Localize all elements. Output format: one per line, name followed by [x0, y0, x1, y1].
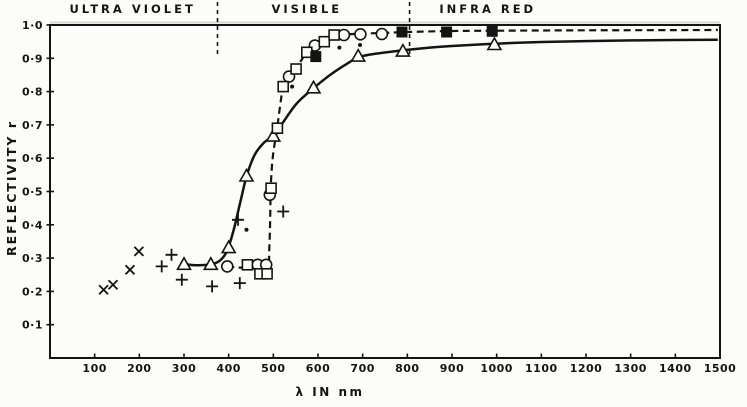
square-marker: [261, 267, 273, 280]
x-tick-label: 1100: [525, 362, 558, 375]
dot-marker: [358, 43, 362, 47]
triangle-marker: [202, 256, 219, 271]
circle-marker: [354, 27, 367, 41]
circle-marker: [375, 27, 389, 41]
x-marker: [98, 284, 109, 295]
square-marker: [241, 258, 254, 271]
solid-reflectivity-curve: [180, 38, 718, 267]
series-open-squares: [241, 29, 340, 280]
y-tick-label: 0·8: [22, 86, 43, 99]
x-tick-label: 1300: [614, 362, 647, 375]
x-tick-label: 1500: [704, 362, 737, 375]
region-label: VISIBLE: [271, 2, 342, 16]
triangle-marker: [220, 239, 237, 254]
series-small-dots: [244, 43, 362, 232]
triangle-marker: [305, 79, 322, 94]
x-marker: [107, 279, 119, 290]
plot-frame: [49, 21, 721, 359]
series-open-circles: [221, 27, 389, 273]
square-marker: [290, 63, 302, 75]
square-marker: [271, 122, 284, 134]
y-axis: 0·1 0·2 0·3 0·4 0·5 0·6 0·7 0·8 0·9 1·0: [22, 19, 54, 332]
triangle-marker: [395, 42, 411, 57]
x-tick-label: 1200: [570, 362, 603, 375]
x-tick-label: 1400: [659, 362, 692, 375]
series-filled-squares: [310, 25, 498, 63]
filled-square-marker: [310, 51, 322, 63]
y-tick-label: 1·0: [22, 19, 43, 32]
scan-shadow: [50, 21, 720, 24]
y-tick-label: 0·5: [22, 186, 43, 199]
y-tick-label: 0·7: [22, 119, 43, 132]
plus-marker: [155, 260, 168, 273]
circle-marker: [221, 260, 234, 273]
x-tick-label: 100: [82, 362, 106, 375]
dot-marker: [290, 84, 295, 89]
triangle-marker: [265, 127, 282, 142]
dot-marker: [244, 227, 249, 232]
y-tick-label: 0·9: [22, 52, 43, 65]
square-marker: [318, 35, 331, 48]
square-marker: [265, 182, 277, 194]
region-label: ULTRA VIOLET: [69, 2, 195, 16]
filled-square-marker: [396, 26, 408, 38]
dot-marker: [337, 45, 342, 50]
triangle-marker: [350, 47, 367, 62]
filled-square-marker: [441, 26, 453, 38]
triangle-marker: [176, 256, 192, 271]
y-tick-label: 0·4: [22, 219, 43, 232]
x-tick-label: 600: [306, 362, 330, 375]
plus-marker: [232, 213, 244, 226]
spectral-regions: ULTRA VIOLET VISIBLE INFRA RED: [69, 2, 536, 57]
x-tick-label: 800: [395, 362, 419, 375]
plus-marker: [175, 273, 188, 286]
axes-frame: [49, 24, 721, 359]
x-tick-label: 900: [440, 362, 464, 375]
x-marker: [133, 246, 145, 257]
x-tick-label: 200: [127, 362, 151, 375]
series-open-triangles: [176, 36, 503, 271]
data-markers: [98, 25, 503, 295]
data-curves: [180, 28, 718, 270]
x-marker: [124, 264, 136, 275]
series-plus-signs: [155, 205, 290, 293]
x-tick-label: 700: [350, 362, 374, 375]
y-tick-label: 0·3: [22, 252, 43, 265]
x-tick-label: 500: [261, 362, 285, 375]
y-tick-label: 0·2: [22, 285, 43, 298]
plus-marker: [233, 277, 246, 290]
x-tick-label: 1000: [480, 362, 513, 375]
square-marker: [277, 80, 290, 93]
region-label: INFRA RED: [439, 2, 536, 16]
y-tick-label: 0·6: [22, 152, 43, 165]
filled-square-marker: [486, 25, 498, 37]
series-crosses: [98, 246, 145, 295]
y-tick-label: 0·1: [22, 319, 43, 332]
x-tick-label: 300: [172, 362, 196, 375]
x-axis: 100 200 300 400 500 600 700 800 900 1000 1100 1200 1…: [82, 353, 737, 375]
triangle-marker: [238, 167, 255, 182]
plus-marker: [277, 205, 290, 218]
x-tick-label: 400: [216, 362, 240, 375]
x-axis-title: λ IN nm: [295, 385, 364, 399]
plus-marker: [165, 248, 178, 261]
y-axis-title: REFLECTIVITY r: [4, 120, 19, 256]
square-marker: [328, 29, 340, 41]
triangle-marker: [486, 36, 503, 51]
circle-marker: [337, 28, 351, 42]
plus-marker: [206, 280, 219, 293]
